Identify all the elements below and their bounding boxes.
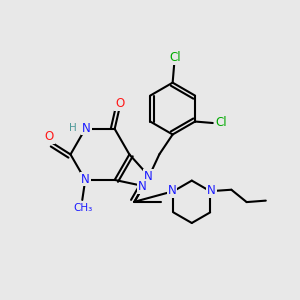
Text: N: N (81, 172, 90, 185)
Text: N: N (207, 184, 216, 197)
Text: N: N (144, 170, 153, 183)
Text: N: N (168, 184, 176, 197)
Text: CH₃: CH₃ (73, 202, 92, 213)
Text: O: O (115, 97, 124, 110)
Text: N: N (138, 180, 146, 193)
Text: H: H (69, 123, 76, 133)
Text: O: O (45, 130, 54, 143)
Text: N: N (82, 122, 91, 134)
Text: Cl: Cl (169, 51, 181, 64)
Text: Cl: Cl (215, 116, 227, 129)
